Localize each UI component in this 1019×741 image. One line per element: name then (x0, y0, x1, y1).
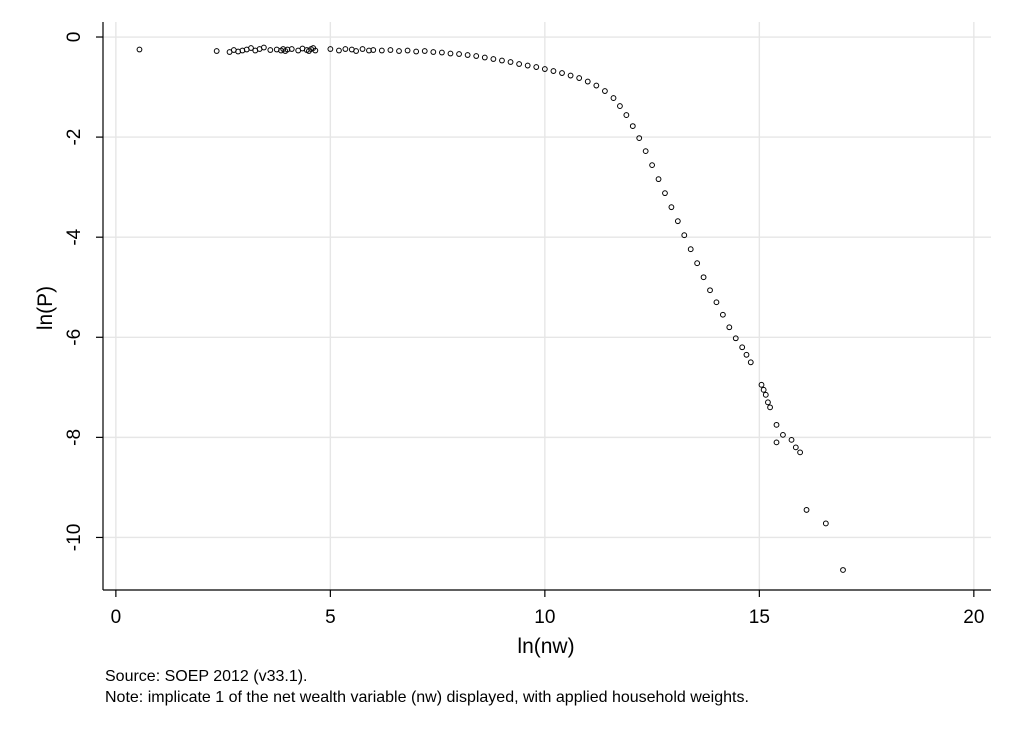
data-point (636, 135, 643, 142)
data-point (773, 421, 780, 428)
y-tick-label: -4 (64, 228, 85, 245)
data-point (533, 64, 540, 70)
data-point (507, 59, 514, 65)
x-tick-label: 20 (963, 607, 984, 628)
data-point (655, 176, 662, 183)
data-point (797, 449, 804, 456)
y-tick-label: 0 (64, 32, 85, 43)
detail-note: Note: implicate 1 of the net wealth vari… (105, 689, 749, 706)
x-axis-title: ln(nw) (517, 635, 574, 658)
y-tick-label: -2 (64, 129, 85, 146)
data-point (370, 47, 377, 53)
data-point (719, 311, 726, 318)
data-point (267, 47, 274, 53)
data-point (642, 148, 649, 155)
data-points (136, 44, 846, 573)
data-point (447, 50, 454, 57)
data-point (610, 95, 617, 101)
data-point (687, 246, 694, 253)
data-point (559, 70, 565, 76)
data-point (248, 45, 254, 51)
data-point (707, 287, 713, 294)
data-point (567, 72, 574, 79)
data-point (421, 48, 428, 54)
data-point (327, 46, 334, 52)
data-point (481, 54, 488, 61)
data-point (760, 386, 767, 393)
data-point (550, 68, 557, 74)
source-note: Source: SOEP 2012 (v33.1). (105, 668, 308, 685)
data-point (662, 190, 668, 197)
data-point (136, 46, 143, 53)
data-point (288, 46, 295, 52)
data-point (713, 299, 720, 306)
data-point (681, 232, 688, 239)
y-axis-title: ln(P) (34, 286, 57, 330)
data-point (694, 260, 701, 267)
data-point (404, 47, 411, 54)
data-point (541, 66, 548, 72)
data-point (593, 82, 600, 89)
data-point (516, 61, 523, 67)
data-point (822, 520, 829, 527)
tick-labels: 0 5 10 15 20 0 -2 -4 -6 -8 -10 (64, 32, 984, 628)
x-tick-label: 5 (325, 607, 336, 628)
data-point (312, 47, 319, 54)
gridlines (103, 22, 991, 590)
data-point (342, 46, 349, 52)
data-point (732, 335, 739, 342)
data-point (353, 48, 360, 54)
data-point (524, 62, 531, 69)
x-tick-label: 0 (111, 607, 122, 628)
data-point (499, 57, 505, 64)
data-point (456, 51, 462, 57)
data-point (490, 56, 497, 62)
data-point (387, 47, 394, 53)
data-point (617, 103, 623, 109)
data-point (788, 436, 795, 443)
data-point (584, 78, 591, 85)
data-point (668, 204, 675, 211)
data-point (792, 444, 799, 451)
data-point (726, 324, 733, 331)
data-point (260, 44, 267, 51)
data-point (438, 49, 445, 56)
data-point (576, 75, 583, 81)
data-point (336, 47, 342, 54)
data-point (359, 46, 366, 52)
data-point (747, 359, 754, 366)
data-point (649, 162, 656, 169)
data-point (767, 404, 773, 411)
data-point (765, 399, 771, 406)
data-point (674, 218, 681, 225)
data-point (396, 48, 402, 54)
data-point (739, 344, 746, 351)
x-tick-label: 15 (749, 607, 770, 628)
y-tick-label: -8 (64, 429, 85, 446)
data-point (762, 391, 769, 398)
data-point (464, 52, 471, 58)
data-point (780, 431, 786, 438)
data-point (758, 381, 765, 388)
data-point (629, 123, 636, 129)
data-point (473, 53, 480, 59)
data-point (413, 48, 420, 55)
y-tick-label: -6 (64, 329, 85, 346)
data-point (623, 112, 630, 118)
data-point (602, 88, 608, 94)
x-tick-label: 10 (534, 607, 555, 628)
data-point (430, 49, 437, 55)
data-point (213, 48, 220, 54)
y-tick-label: -10 (64, 524, 85, 551)
data-point (700, 274, 707, 281)
data-point (803, 507, 810, 513)
data-point (840, 567, 846, 573)
data-point (743, 351, 750, 358)
data-point (378, 47, 385, 54)
data-point (773, 439, 780, 446)
axes (96, 22, 991, 597)
